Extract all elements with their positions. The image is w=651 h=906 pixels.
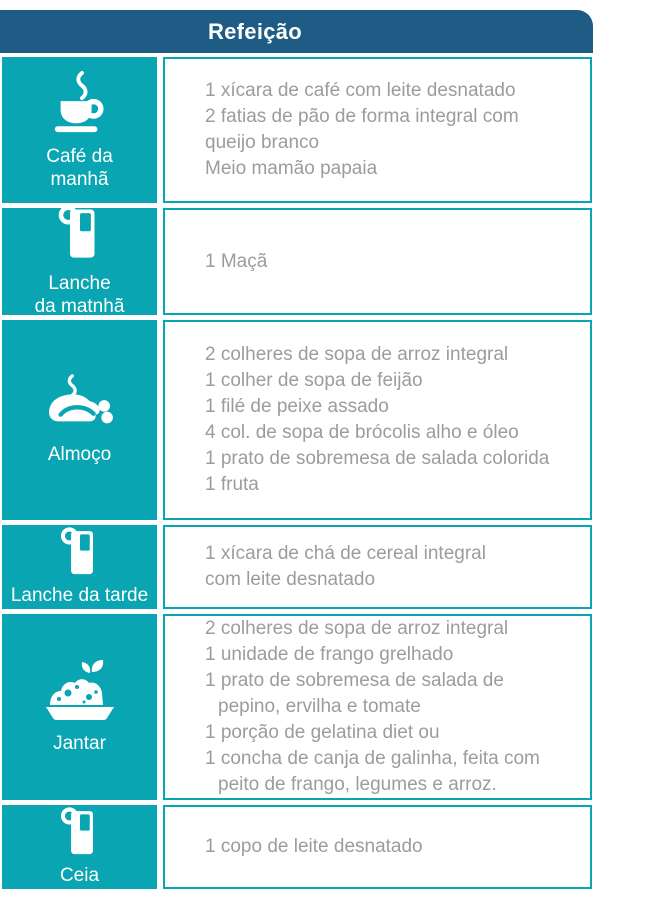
glass-icon — [58, 527, 102, 579]
meal-label-line: Jantar — [53, 733, 106, 754]
meal-description-cell: 1 Maçã — [163, 208, 592, 315]
meal-label: Almoço — [48, 443, 111, 466]
meal-row-lanche-da-manha: Lanche da matnhã 1 Maçã — [0, 205, 651, 318]
meal-row-jantar: Jantar 2 colheres de sopa de arroz integ… — [0, 614, 651, 800]
food-item: 2 colheres de sopa de arroz integral — [205, 618, 509, 639]
food-item: 4 col. de sopa de brócolis alho e óleo — [205, 422, 519, 443]
meal-label-cell: Jantar — [2, 614, 157, 800]
food-item: 2 colheres de sopa de arroz integral — [205, 344, 509, 365]
table-header: Refeição — [0, 10, 593, 53]
food-item: queijo branco — [205, 132, 320, 153]
meal-label-cell: Lanche da matnhã — [2, 205, 157, 318]
meal-label-cell: Ceia — [2, 805, 157, 889]
food-item: 1 prato de sobremesa de salada de — [205, 670, 504, 691]
meal-label-cell: Lanche da tarde — [2, 525, 157, 609]
food-item: 1 filé de peixe assado — [205, 396, 389, 417]
glass-icon — [56, 205, 104, 263]
meal-row-almoco: Almoço 2 colheres de sopa de arroz integ… — [0, 320, 651, 520]
food-item: 1 prato de sobremesa de salada colorida — [205, 448, 550, 469]
meal-label-line: Almoço — [47, 444, 112, 465]
meal-label-line: Ceia — [59, 865, 100, 886]
food-item: 1 copo de leite desnatado — [205, 836, 423, 857]
meal-description-cell: 1 xícara de café com leite desnatado 2 f… — [163, 57, 592, 203]
meal-label: Jantar — [53, 732, 106, 755]
meal-label: Lanche da tarde — [11, 584, 148, 607]
table-title: Refeição — [207, 18, 303, 44]
meal-description-cell: 2 colheres de sopa de arroz integral 1 c… — [163, 320, 592, 520]
food-item: 1 xícara de chá de cereal integral — [205, 543, 486, 564]
food-item: 1 Maçã — [205, 250, 268, 272]
meal-label-cell: Café da manhã — [2, 57, 157, 203]
meal-label-line: Lanche — [48, 273, 111, 294]
food-item: 1 unidade de frango grelhado — [205, 644, 454, 665]
meal-label-line: manhã — [50, 168, 109, 190]
rice-bowl-icon — [40, 659, 120, 723]
food-item: 1 xícara de café com leite desnatado — [205, 80, 516, 101]
meal-description-cell: 2 colheres de sopa de arroz integral 1 u… — [163, 614, 592, 800]
food-item: 2 fatias de pão de forma integral com — [205, 106, 519, 127]
meal-label-line: Lanche da tarde — [10, 585, 149, 606]
meal-row-cafe-da-manha: Café da manhã 1 xícara de café com leite… — [0, 57, 651, 203]
food-item: pepino, ervilha e tomate — [218, 696, 421, 717]
meal-label: Ceia — [60, 864, 99, 887]
meal-row-lanche-da-tarde: Lanche da tarde 1 xícara de chá de cerea… — [0, 525, 651, 609]
meal-label: Café da manhã — [46, 145, 113, 191]
food-item: Meio mamão papaia — [205, 158, 378, 179]
meal-label-line: Café da — [46, 145, 113, 167]
meal-description-cell: 1 copo de leite desnatado — [163, 805, 592, 889]
food-item: 1 fruta — [205, 474, 259, 495]
food-item: 1 colher de sopa de feijão — [205, 370, 423, 391]
meal-label: Lanche da matnhã — [35, 272, 125, 318]
glass-icon — [58, 807, 102, 859]
meal-description-cell: 1 xícara de chá de cereal integral com l… — [163, 525, 592, 609]
meal-label-line: da matnhã — [34, 296, 125, 317]
coffee-cup-icon — [49, 70, 111, 136]
meal-label-cell: Almoço — [2, 320, 157, 520]
meal-row-ceia: Ceia 1 copo de leite desnatado — [0, 805, 651, 889]
food-item: 1 concha de canja de galinha, feita com — [205, 748, 540, 769]
food-item: 1 porção de gelatina diet ou — [205, 722, 440, 743]
food-item: peito de frango, legumes e arroz. — [218, 774, 497, 795]
roast-chicken-icon — [43, 374, 117, 434]
food-item: com leite desnatado — [205, 569, 376, 590]
